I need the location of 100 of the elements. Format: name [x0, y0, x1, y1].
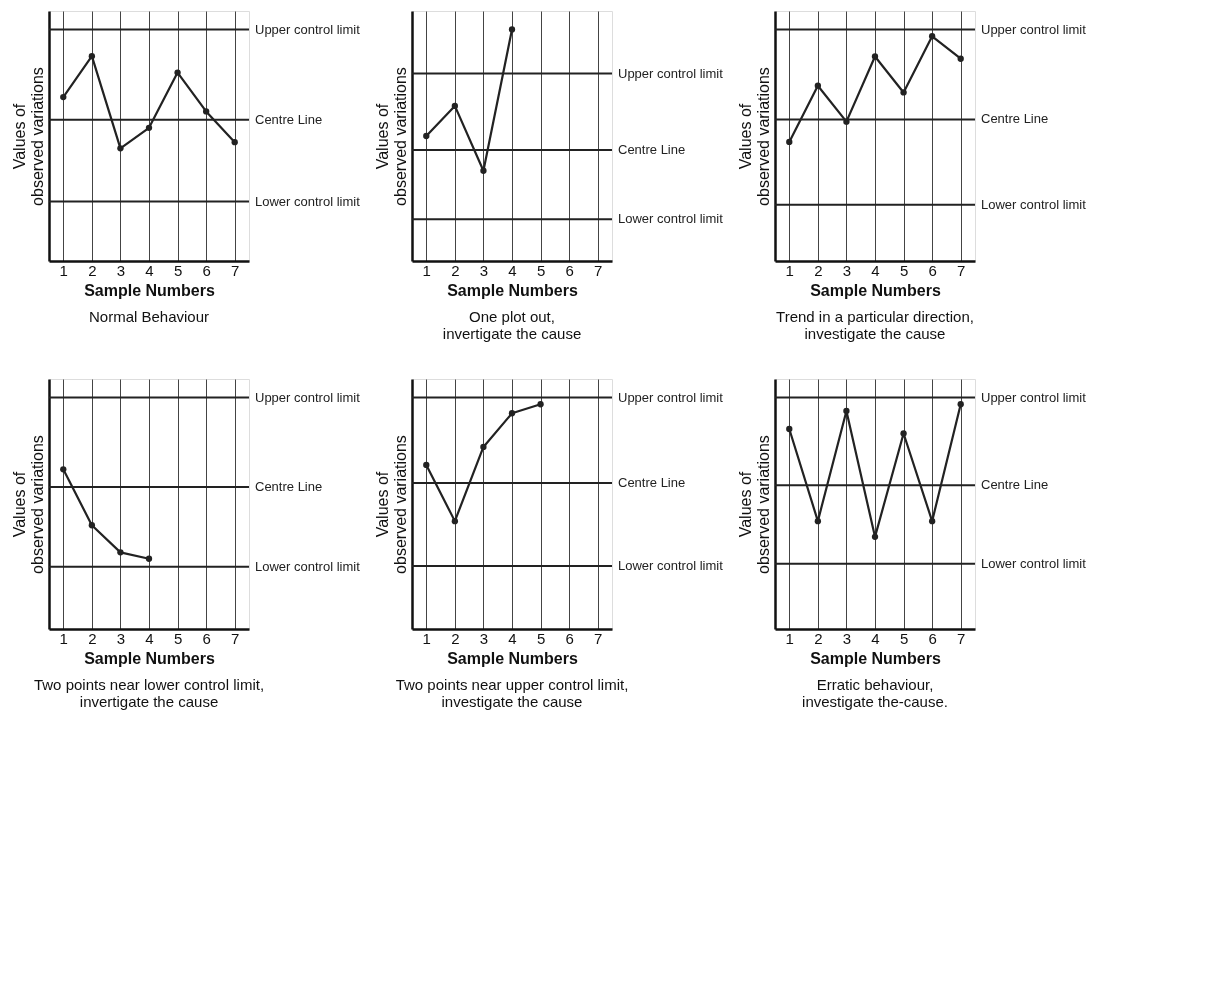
point: [843, 407, 850, 415]
point: [117, 549, 124, 556]
x-tick-label: 4: [871, 629, 880, 647]
x-tick-label: 2: [451, 629, 460, 647]
point: [928, 517, 936, 525]
x-tick-label: 6: [202, 629, 211, 647]
x-tick-label: 3: [116, 629, 126, 647]
x-tick-label: 5: [173, 261, 183, 279]
ref-line-label: Lower control limit: [255, 558, 361, 574]
y-axis-title: Values of observed variations: [736, 67, 772, 206]
x-tick-label: 5: [536, 629, 546, 647]
point: [451, 102, 459, 110]
point: [145, 124, 153, 131]
point: [202, 108, 210, 115]
point: [88, 52, 96, 60]
ref-line-label: Upper control limit: [255, 389, 361, 405]
x-tick-label: 4: [508, 629, 517, 647]
x-tick-label: 4: [145, 629, 154, 647]
y-axis-title: Values of observed variations: [10, 435, 46, 574]
ref-line-label: Lower control limit: [618, 558, 724, 574]
x-tick-label: 4: [145, 261, 154, 279]
ref-line-label: Centre Line: [255, 111, 323, 127]
x-tick-label: 5: [536, 261, 546, 279]
x-axis-title: Sample Numbers: [810, 281, 941, 299]
y-axis-title: Values of observed variations: [10, 67, 46, 206]
x-tick-label: 6: [928, 629, 937, 647]
x-tick-label: 2: [88, 261, 97, 279]
point: [174, 69, 181, 76]
point: [480, 443, 487, 451]
ref-line-label: Centre Line: [255, 478, 323, 494]
ref-line-label: Centre Line: [618, 141, 686, 157]
ref-line-label: Upper control limit: [618, 389, 724, 405]
point: [60, 93, 67, 101]
x-tick-label: 4: [508, 261, 517, 279]
x-tick-label: 6: [928, 261, 937, 279]
x-tick-label: 7: [957, 629, 966, 647]
x-tick-label: 3: [116, 261, 126, 279]
x-tick-label: 5: [899, 629, 909, 647]
point: [871, 53, 879, 60]
point: [117, 145, 124, 152]
x-tick-label: 1: [785, 629, 794, 647]
point: [900, 89, 907, 96]
x-tick-label: 5: [173, 629, 183, 647]
x-tick-label: 7: [231, 629, 240, 647]
point: [786, 138, 793, 146]
text: Two points near upper control limit, investigate the cause: [395, 676, 629, 710]
x-tick-label: 7: [231, 261, 240, 279]
ref-line-label: Centre Line: [981, 111, 1049, 127]
x-tick-label: 6: [565, 261, 574, 279]
text: Normal Behaviour: [88, 308, 210, 325]
point: [900, 430, 907, 437]
x-axis-title: Sample Numbers: [447, 281, 578, 299]
x-tick-label: 7: [594, 261, 603, 279]
x-tick-label: 2: [814, 629, 823, 647]
ref-line-label: Upper control limit: [255, 21, 361, 37]
x-axis-title: Sample Numbers: [84, 649, 215, 667]
point: [928, 33, 936, 40]
point: [451, 517, 459, 525]
ref-line-label: Lower control limit: [981, 555, 1087, 571]
x-tick-label: 2: [814, 261, 823, 279]
x-tick-label: 3: [479, 629, 489, 647]
point: [786, 425, 793, 433]
point: [423, 461, 430, 469]
x-tick-label: 1: [422, 629, 431, 647]
point: [508, 410, 516, 417]
y-axis-title: Values of observed variations: [373, 67, 409, 206]
ref-line-label: Upper control limit: [981, 21, 1087, 37]
x-tick-label: 1: [422, 261, 431, 279]
x-tick-label: 6: [565, 629, 574, 647]
point: [814, 517, 822, 525]
x-tick-label: 7: [594, 629, 603, 647]
text: Erratic behaviour, investigate the-cause.: [802, 676, 948, 710]
point: [145, 555, 153, 562]
ref-line-label: Lower control limit: [255, 193, 361, 209]
point: [814, 82, 822, 89]
point: [60, 466, 67, 473]
x-tick-label: 1: [59, 629, 68, 647]
point: [537, 401, 544, 408]
y-axis-title: Values of observed variations: [736, 435, 772, 574]
text: One plot out, invertigate the cause: [442, 308, 582, 342]
x-axis-title: Sample Numbers: [810, 649, 941, 667]
point: [480, 167, 487, 174]
point: [871, 533, 879, 541]
x-tick-label: 1: [59, 261, 68, 279]
y-axis-title: Values of observed variations: [373, 435, 409, 574]
point: [957, 401, 964, 408]
x-tick-label: 3: [842, 261, 852, 279]
x-tick-label: 2: [451, 261, 460, 279]
x-tick-label: 5: [899, 261, 909, 279]
point: [88, 522, 96, 529]
ref-line-label: Lower control limit: [618, 211, 724, 227]
text: Trend in a particular direction, investigate the cause: [776, 308, 974, 342]
x-tick-label: 1: [785, 261, 794, 279]
x-tick-label: 3: [479, 261, 489, 279]
x-tick-label: 2: [88, 629, 97, 647]
ref-line-label: Upper control limit: [981, 389, 1087, 405]
point: [423, 132, 430, 140]
ref-line-label: Centre Line: [618, 474, 686, 490]
x-tick-label: 7: [957, 261, 966, 279]
point: [957, 55, 964, 62]
